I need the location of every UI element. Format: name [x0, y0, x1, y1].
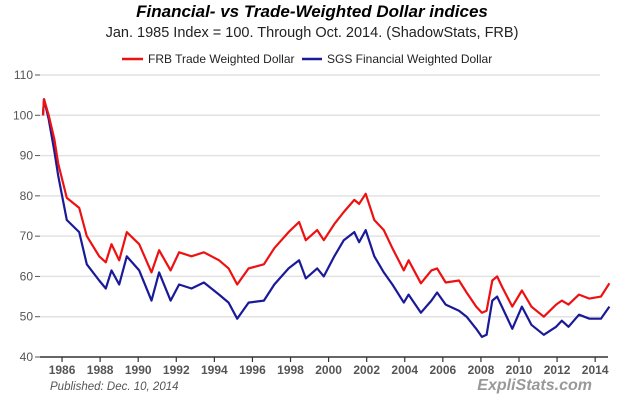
y-tick-label: 40	[20, 350, 34, 364]
y-tick-label: 90	[20, 149, 34, 163]
x-tick-label: 1996	[239, 363, 266, 377]
x-tick-label: 2002	[353, 363, 380, 377]
gridlines	[40, 74, 600, 318]
series-line-sgs-financial-weighted	[41, 98, 611, 338]
published-date: Published: Dec. 10, 2014	[50, 381, 179, 393]
x-tick-label: 1994	[201, 363, 228, 377]
y-axis: 40 50 60 70 80 90 100 110	[13, 68, 40, 364]
series-lines	[41, 98, 611, 338]
y-tick-label: 60	[20, 269, 34, 283]
y-tick-label: 50	[20, 310, 34, 324]
x-tick-label: 2008	[468, 363, 495, 377]
x-tick-label: 1992	[163, 363, 190, 377]
brand-watermark: ExpliStats.com	[477, 377, 592, 394]
legend-label-frb: FRB Trade Weighted Dollar	[148, 52, 295, 66]
x-tick-label: 2012	[544, 363, 571, 377]
x-tick-label: 1986	[49, 363, 76, 377]
legend-label-sgs: SGS Financial Weighted Dollar	[327, 52, 492, 66]
chart-title: Financial- vs Trade-Weighted Dollar indi…	[136, 2, 488, 21]
x-tick-label: 1998	[277, 363, 304, 377]
x-tick-label: 1990	[125, 363, 152, 377]
y-tick-label: 110	[14, 68, 33, 82]
x-tick-label: 2000	[315, 363, 342, 377]
x-tick-label: 2006	[429, 363, 456, 377]
x-tick-label: 2014	[582, 363, 609, 377]
x-axis: 1986 1988 1990 1992 1994 1996 1998 2000 2002 2004…	[40, 356, 609, 377]
legend: FRB Trade Weighted Dollar SGS Financial …	[122, 52, 492, 66]
series-line-frb-trade-weighted	[41, 98, 611, 318]
y-tick-label: 100	[13, 108, 33, 122]
y-tick-label: 80	[20, 189, 34, 203]
x-tick-label: 1988	[87, 363, 114, 377]
chart-subtitle: Jan. 1985 Index = 100. Through Oct. 2014…	[106, 25, 519, 41]
x-tick-label: 2004	[391, 363, 418, 377]
x-tick-label: 2010	[506, 363, 533, 377]
y-tick-label: 70	[20, 229, 34, 243]
